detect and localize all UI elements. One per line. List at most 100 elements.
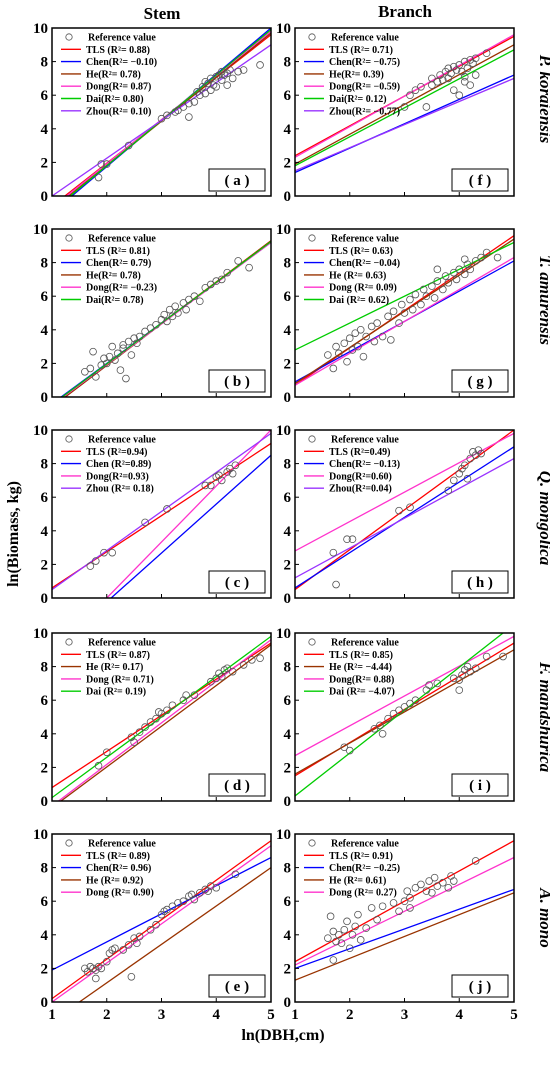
line-j-tls — [295, 840, 514, 963]
point-i-8 — [400, 703, 409, 711]
point-e-32 — [206, 882, 215, 890]
legend-marker-reference-j — [308, 839, 316, 847]
y-tick-label-h-5: 10 — [276, 423, 291, 439]
point-f-7 — [433, 77, 442, 86]
legend-label-d-dai: Dai (R²= 0.19) — [86, 687, 146, 698]
point-g-13 — [367, 322, 376, 331]
point-j-21 — [403, 887, 412, 895]
y-tick-label-c-3: 6 — [41, 490, 49, 506]
point-h-8 — [455, 469, 464, 478]
point-g-31 — [433, 277, 442, 285]
point-a-8 — [179, 103, 188, 111]
line-j-chen — [295, 888, 514, 970]
point-b-13 — [119, 344, 127, 353]
point-b-24 — [160, 310, 169, 319]
point-f-6 — [428, 74, 436, 83]
plot-area-e — [52, 840, 271, 1002]
point-b-15 — [124, 337, 133, 346]
y-tick-label-f-1: 2 — [284, 155, 292, 171]
point-j-24 — [417, 880, 425, 889]
point-f-1 — [406, 91, 414, 99]
panel-label-d: ( d ) — [224, 778, 250, 794]
y-tick-label-b-2: 4 — [41, 323, 49, 339]
point-c-3 — [108, 548, 117, 557]
point-g-43 — [482, 248, 491, 257]
y-tick-label-a-1: 2 — [41, 155, 49, 171]
point-e-16 — [133, 939, 141, 947]
point-j-26 — [425, 877, 433, 885]
y-tick-label-c-2: 4 — [41, 524, 49, 540]
legend-label-i-tls: TLS (R²= 0.85) — [329, 650, 393, 661]
panel-label-box-j — [451, 974, 509, 998]
legend-label-f-chen: Chen(R²= −0.75) — [329, 57, 400, 68]
point-h-11 — [463, 474, 472, 483]
point-b-19 — [135, 332, 144, 341]
line-h-chen — [295, 446, 514, 589]
legend-label-reference-c: Reference value — [88, 435, 156, 446]
line-f-zhou — [295, 77, 514, 172]
point-g-1 — [329, 364, 338, 373]
panel-label-h: ( h ) — [467, 575, 493, 591]
line-g-dai — [295, 241, 514, 351]
y-tick-label-j-2: 4 — [284, 928, 292, 944]
point-b-8 — [108, 342, 117, 351]
point-i-20 — [471, 664, 480, 673]
point-b-29 — [174, 309, 182, 317]
point-h-4 — [395, 506, 403, 515]
legend-label-b-dai: Dai(R²= 0.78) — [86, 295, 144, 306]
y-tick-label-e-4: 8 — [41, 861, 49, 877]
panel-label-g: ( g ) — [468, 374, 493, 390]
point-a-11 — [190, 98, 199, 106]
point-a-28 — [223, 81, 232, 89]
point-g-0 — [324, 351, 332, 359]
plot-area-c — [52, 430, 271, 598]
x-tick-label-e-4: 5 — [267, 1007, 275, 1023]
point-j-13 — [356, 936, 365, 944]
point-g-29 — [428, 282, 436, 290]
y-tick-label-i-4: 8 — [284, 660, 292, 676]
point-e-7 — [97, 964, 106, 973]
point-e-18 — [146, 925, 155, 934]
y-tick-label-f-3: 6 — [284, 88, 292, 104]
row-label-t-amurensis: T. amurensis — [536, 255, 550, 345]
point-b-33 — [190, 292, 199, 301]
point-b-39 — [223, 268, 232, 277]
point-d-23 — [248, 656, 256, 664]
point-g-36 — [452, 275, 461, 284]
y-tick-label-g-0: 0 — [284, 390, 292, 406]
point-g-22 — [400, 309, 409, 317]
point-g-17 — [384, 312, 392, 321]
panel-label-box-b — [208, 369, 266, 393]
legend-marker-reference-g — [308, 234, 316, 242]
legend-label-g-tls: TLS (R²= 0.63) — [329, 246, 393, 257]
plot-area-a — [52, 28, 271, 196]
y-tick-label-b-3: 6 — [41, 289, 49, 305]
point-h-2 — [343, 535, 351, 543]
panel-label-box-e — [208, 974, 266, 998]
legend-label-h-dong: Dong(R²=0.60) — [329, 471, 392, 482]
y-tick-label-f-5: 10 — [276, 21, 291, 37]
y-tick-label-b-1: 2 — [41, 356, 49, 372]
point-d-22 — [239, 661, 248, 669]
legend-label-c-tls: TLS (R²=0.94) — [86, 447, 147, 458]
point-a-0 — [94, 173, 103, 182]
line-i-dong — [295, 635, 514, 757]
legend-label-i-dai: Dai (R²= −4.07) — [329, 687, 395, 698]
line-f-chen — [295, 74, 514, 174]
x-tick-label-j-1: 2 — [346, 1007, 354, 1023]
x-tick-label-j-4: 5 — [510, 1007, 518, 1023]
point-b-35 — [201, 283, 210, 292]
point-g-9 — [354, 342, 362, 351]
point-g-35 — [449, 268, 458, 277]
point-j-5 — [334, 930, 343, 939]
y-tick-label-j-5: 10 — [276, 827, 291, 843]
point-j-18 — [389, 899, 398, 907]
point-d-1 — [102, 748, 111, 757]
point-g-25 — [411, 290, 420, 299]
point-c-6 — [201, 481, 210, 490]
